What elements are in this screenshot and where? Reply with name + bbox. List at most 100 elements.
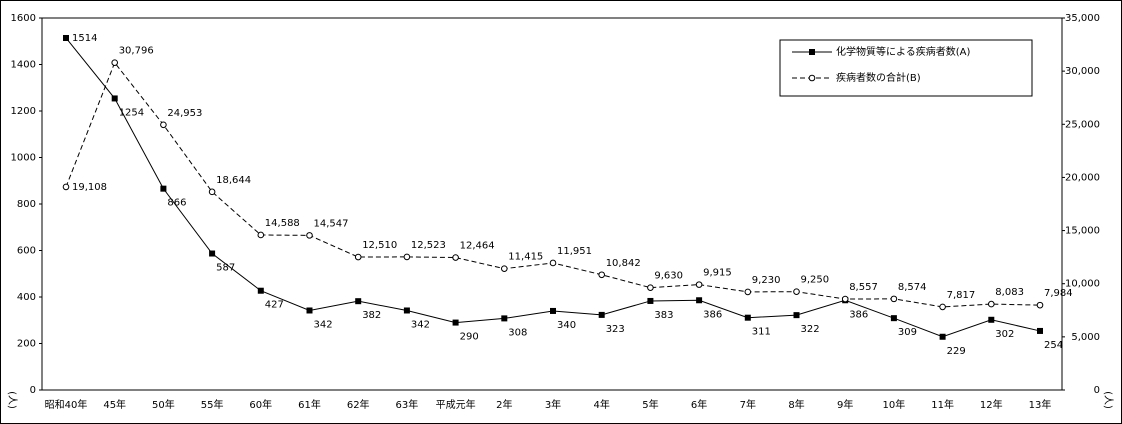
marker: [62, 183, 70, 191]
marker: [988, 316, 995, 323]
y-tick-label: 200: [17, 339, 36, 350]
y-tick-label: 1400: [11, 60, 36, 71]
x-tick-label: 5年: [642, 398, 658, 411]
marker: [793, 312, 800, 319]
x-tick-label: 61年: [298, 398, 321, 411]
data-label: 386: [849, 309, 868, 320]
y-tick-label: 0: [30, 385, 36, 396]
x-tick-label: 10年: [883, 398, 906, 411]
x-tick-label: 4年: [594, 398, 610, 411]
x-tick-label: 平成元年: [436, 398, 476, 411]
data-label: 386: [703, 309, 722, 320]
y2-axis-label: (人): [1102, 391, 1114, 409]
x-tick-label: 9年: [837, 398, 853, 411]
marker: [257, 287, 264, 294]
data-label: 9,915: [703, 268, 732, 279]
marker: [793, 288, 800, 295]
y2-tick-label: 5,000: [1071, 332, 1100, 343]
marker: [1037, 327, 1043, 334]
y2-tick-label: 35,000: [1065, 13, 1100, 24]
data-label: 323: [606, 324, 625, 335]
y-tick-label: 800: [17, 199, 36, 210]
data-label: 382: [362, 310, 381, 321]
y2-tick-label: 20,000: [1065, 172, 1100, 183]
x-tick-label: 62年: [347, 398, 370, 411]
marker: [160, 121, 167, 129]
data-label: 8,083: [995, 287, 1024, 298]
data-label: 12,510: [362, 240, 397, 251]
marker: [501, 315, 508, 322]
data-label: 340: [557, 320, 576, 331]
marker: [841, 295, 849, 303]
legend-label: 疾病者数の合計(B): [836, 71, 921, 84]
data-label: 9,250: [801, 275, 830, 286]
marker: [209, 250, 216, 257]
data-label: 11,415: [508, 252, 543, 263]
legend: [779, 39, 1033, 97]
marker: [1036, 301, 1044, 309]
data-label: 18,644: [216, 175, 251, 186]
x-tick-label: 50年: [152, 398, 175, 411]
data-label: 311: [752, 327, 771, 338]
marker: [549, 259, 557, 267]
data-label: 8,557: [849, 282, 878, 293]
x-tick-label: 13年: [1029, 398, 1052, 411]
x-tick-label: 6年: [691, 398, 707, 411]
x-tick-label: 7年: [740, 398, 756, 411]
data-label: 11,951: [557, 246, 592, 257]
marker: [890, 315, 897, 322]
data-label: 383: [654, 310, 673, 321]
y2-tick-label: 25,000: [1065, 119, 1100, 130]
data-label: 866: [167, 198, 186, 209]
data-label: 7,984: [1044, 288, 1073, 299]
data-label: 229: [947, 346, 966, 357]
data-label: 322: [801, 324, 820, 335]
y-axis-label: (人): [6, 391, 18, 409]
series-line: [65, 61, 1041, 308]
y-tick-label: 600: [17, 246, 36, 257]
marker: [354, 253, 362, 261]
marker: [939, 333, 946, 340]
data-label: 19,108: [72, 182, 107, 193]
data-label: 427: [265, 300, 284, 311]
y-tick-label: 1600: [11, 13, 36, 24]
legend-label: 化学物質等による疾病者数(A): [836, 45, 970, 58]
marker: [890, 295, 898, 303]
marker: [111, 59, 118, 66]
x-tick-label: 8年: [788, 398, 804, 411]
marker: [598, 271, 606, 279]
y-tick-label: 400: [17, 292, 36, 303]
x-tick-label: 55年: [201, 398, 224, 411]
x-tick-label: 2年: [496, 398, 512, 411]
marker: [160, 185, 167, 192]
marker: [257, 231, 265, 239]
marker: [647, 284, 654, 291]
marker: [550, 307, 556, 314]
data-label: 1514: [72, 33, 97, 44]
marker: [939, 303, 946, 311]
data-label: 24,953: [167, 108, 202, 119]
data-label: 587: [216, 263, 235, 274]
data-label: 14,547: [314, 218, 349, 229]
data-label: 342: [411, 319, 430, 330]
marker: [208, 188, 216, 196]
marker: [696, 297, 703, 304]
marker: [63, 34, 69, 41]
data-label: 10,842: [606, 258, 641, 269]
y2-tick-label: 10,000: [1065, 279, 1100, 290]
legend-marker: [809, 49, 815, 55]
marker: [647, 297, 654, 304]
x-tick-label: 45年: [103, 398, 126, 411]
y2-tick-label: 30,000: [1065, 66, 1100, 77]
marker: [403, 307, 410, 314]
data-label: 302: [995, 329, 1014, 340]
data-label: 7,817: [947, 290, 976, 301]
marker: [744, 314, 751, 321]
data-label: 290: [460, 332, 479, 343]
marker: [452, 319, 459, 326]
marker: [501, 265, 508, 272]
data-label: 12,523: [411, 240, 446, 251]
x-tick-label: 昭和40年: [45, 398, 88, 411]
marker: [306, 307, 313, 314]
